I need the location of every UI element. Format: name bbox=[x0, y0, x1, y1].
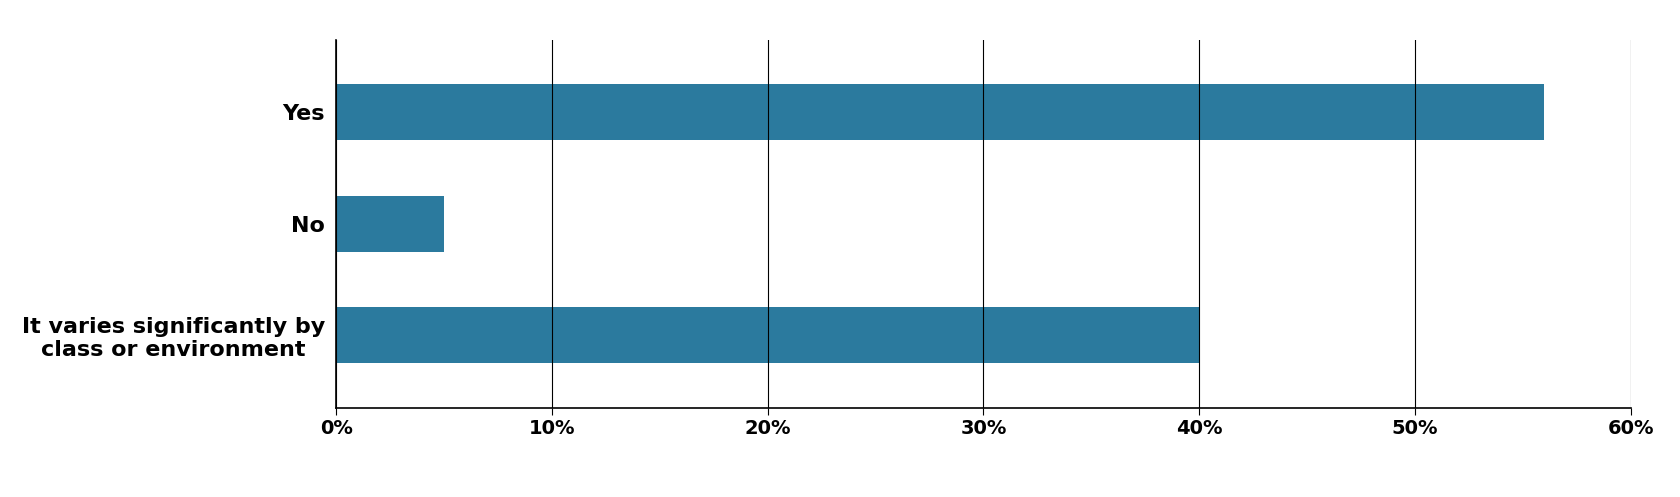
Bar bbox=[336, 84, 1544, 140]
Bar bbox=[336, 196, 444, 251]
Bar bbox=[336, 307, 1198, 363]
